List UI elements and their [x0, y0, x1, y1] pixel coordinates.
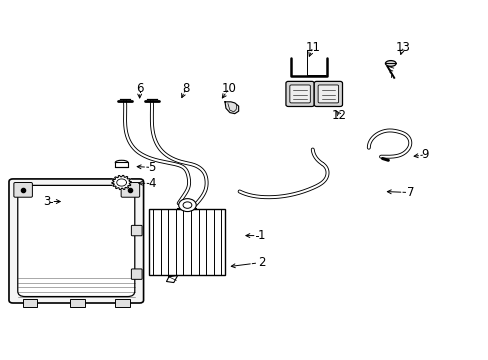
Text: 8: 8: [182, 82, 189, 95]
Bar: [149, 209, 224, 275]
Text: 4: 4: [148, 177, 155, 190]
Circle shape: [183, 202, 191, 208]
Ellipse shape: [385, 60, 395, 66]
FancyBboxPatch shape: [14, 183, 32, 197]
Bar: [115, 162, 128, 167]
Text: 6: 6: [136, 82, 143, 95]
Bar: [115, 299, 130, 307]
Text: 1: 1: [257, 229, 265, 242]
FancyBboxPatch shape: [131, 269, 142, 279]
FancyBboxPatch shape: [121, 183, 140, 197]
Circle shape: [178, 199, 196, 212]
Text: 12: 12: [331, 109, 346, 122]
FancyBboxPatch shape: [9, 179, 143, 303]
Bar: [70, 299, 84, 307]
Text: 5: 5: [148, 161, 155, 174]
FancyBboxPatch shape: [289, 85, 310, 103]
Text: 13: 13: [395, 41, 409, 54]
Text: 11: 11: [305, 41, 320, 54]
Text: 10: 10: [221, 82, 236, 95]
FancyBboxPatch shape: [18, 185, 135, 297]
FancyBboxPatch shape: [318, 85, 338, 103]
Bar: [22, 299, 37, 307]
Text: 3: 3: [43, 195, 51, 208]
Polygon shape: [224, 102, 238, 114]
Ellipse shape: [115, 160, 128, 165]
Text: 9: 9: [420, 148, 428, 161]
FancyBboxPatch shape: [314, 81, 342, 107]
Polygon shape: [112, 175, 131, 190]
FancyBboxPatch shape: [285, 81, 314, 107]
Text: 7: 7: [406, 186, 413, 199]
FancyBboxPatch shape: [131, 225, 142, 236]
Text: 2: 2: [257, 256, 265, 269]
